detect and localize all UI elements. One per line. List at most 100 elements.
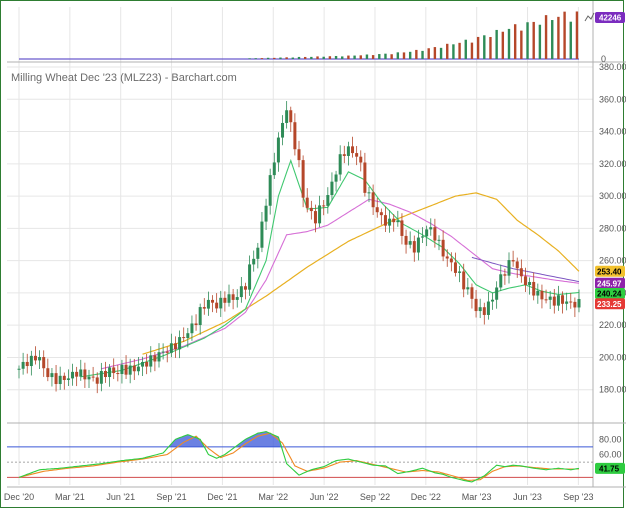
volume-bar [341, 56, 344, 59]
x-tick-label: Dec '20 [4, 492, 34, 502]
candle-body [511, 260, 515, 262]
volume-bar [563, 11, 566, 59]
candle-body [425, 229, 429, 237]
candle-body [103, 370, 107, 378]
rsi-tick-label: 80.00 [599, 434, 622, 444]
volume-bar [458, 42, 461, 59]
volume-bar [439, 47, 443, 59]
volume-bar [464, 39, 467, 59]
volume-bar [254, 58, 257, 59]
candle-body [153, 355, 157, 362]
candle-body [83, 369, 87, 380]
price-badge-text: 240.24 [597, 290, 622, 299]
candle-body [132, 365, 136, 372]
x-tick-label: Sep '21 [156, 492, 186, 502]
x-tick-label: Mar '23 [462, 492, 492, 502]
volume-bar [446, 43, 449, 59]
candle-body [227, 294, 231, 303]
candle-body [248, 264, 252, 290]
candle-body [260, 221, 264, 248]
candle-body [21, 361, 25, 369]
candle-body [66, 378, 70, 380]
candle-body [276, 137, 280, 163]
candle-body [379, 212, 383, 216]
candle-body [552, 296, 556, 306]
candle-body [351, 146, 355, 154]
candle-body [136, 366, 140, 372]
volume-bar [334, 55, 338, 59]
candle-body [141, 361, 145, 367]
candle-body [124, 364, 128, 375]
volume-bar [371, 55, 375, 59]
candle-body [272, 162, 276, 176]
candle-body [503, 274, 507, 276]
candle-body [219, 297, 223, 309]
candle-body [54, 373, 58, 385]
volume-bar [489, 36, 492, 59]
candle-body [211, 299, 215, 303]
volume-bar [452, 44, 455, 59]
x-tick-label: Dec '22 [411, 492, 441, 502]
candle-body [128, 365, 132, 375]
candle-body [120, 364, 124, 375]
candle-body [346, 146, 350, 156]
candle-body [301, 160, 305, 198]
volume-bar [328, 56, 332, 59]
candle-body [449, 258, 453, 263]
price-tick-label: 180.00 [599, 385, 626, 395]
candle-body [383, 215, 387, 226]
volume-bar [297, 56, 301, 59]
candle-body [565, 301, 569, 304]
volume-bar [415, 49, 418, 59]
candle-body [445, 256, 449, 259]
candle-body [458, 271, 462, 273]
volume-bar [310, 56, 313, 59]
volume-bar [384, 53, 387, 59]
candle-body [367, 192, 371, 194]
x-tick-label: Jun '21 [106, 492, 135, 502]
price-tick-label: 320.00 [599, 159, 626, 169]
price-tick-label: 380.00 [599, 62, 626, 72]
volume-bar [569, 21, 572, 60]
candle-body [58, 375, 62, 385]
candle-body [453, 262, 457, 273]
candle-body [437, 239, 441, 241]
candle-body [507, 260, 511, 276]
candle-body [540, 290, 544, 300]
candle-body [544, 299, 548, 301]
candle-body [363, 162, 367, 193]
candle-body [91, 376, 95, 378]
candle-body [573, 301, 577, 308]
candle-body [466, 287, 470, 290]
candle-body [289, 110, 293, 123]
ma-slow-line [142, 192, 580, 355]
candle-body [486, 301, 490, 315]
candle-body [25, 361, 29, 367]
x-tick-label: Jun '23 [513, 492, 542, 502]
candle-body [161, 351, 165, 353]
candle-body [523, 276, 527, 286]
line-chart-icon [584, 12, 595, 22]
candle-body [268, 175, 272, 206]
x-tick-label: Sep '23 [563, 492, 593, 502]
candle-body [408, 241, 412, 245]
candle-body [375, 207, 379, 213]
volume-bar [273, 57, 276, 59]
volume-bar [316, 56, 319, 59]
candle-body [355, 153, 359, 157]
volume-bar [322, 56, 325, 59]
candle-body [116, 373, 120, 375]
volume-bar [266, 57, 270, 59]
volume-last-badge-text: 42246 [599, 14, 622, 23]
candle-body [441, 239, 445, 257]
candle-body [198, 307, 202, 326]
rsi-badge [595, 462, 625, 474]
candle-body [326, 195, 330, 206]
volume-bar [551, 20, 554, 59]
candle-body [532, 281, 536, 296]
candle-body [46, 368, 50, 378]
rsi-tick-label: 60.00 [599, 450, 622, 460]
candle-body [404, 235, 408, 245]
candle-body [519, 268, 523, 277]
